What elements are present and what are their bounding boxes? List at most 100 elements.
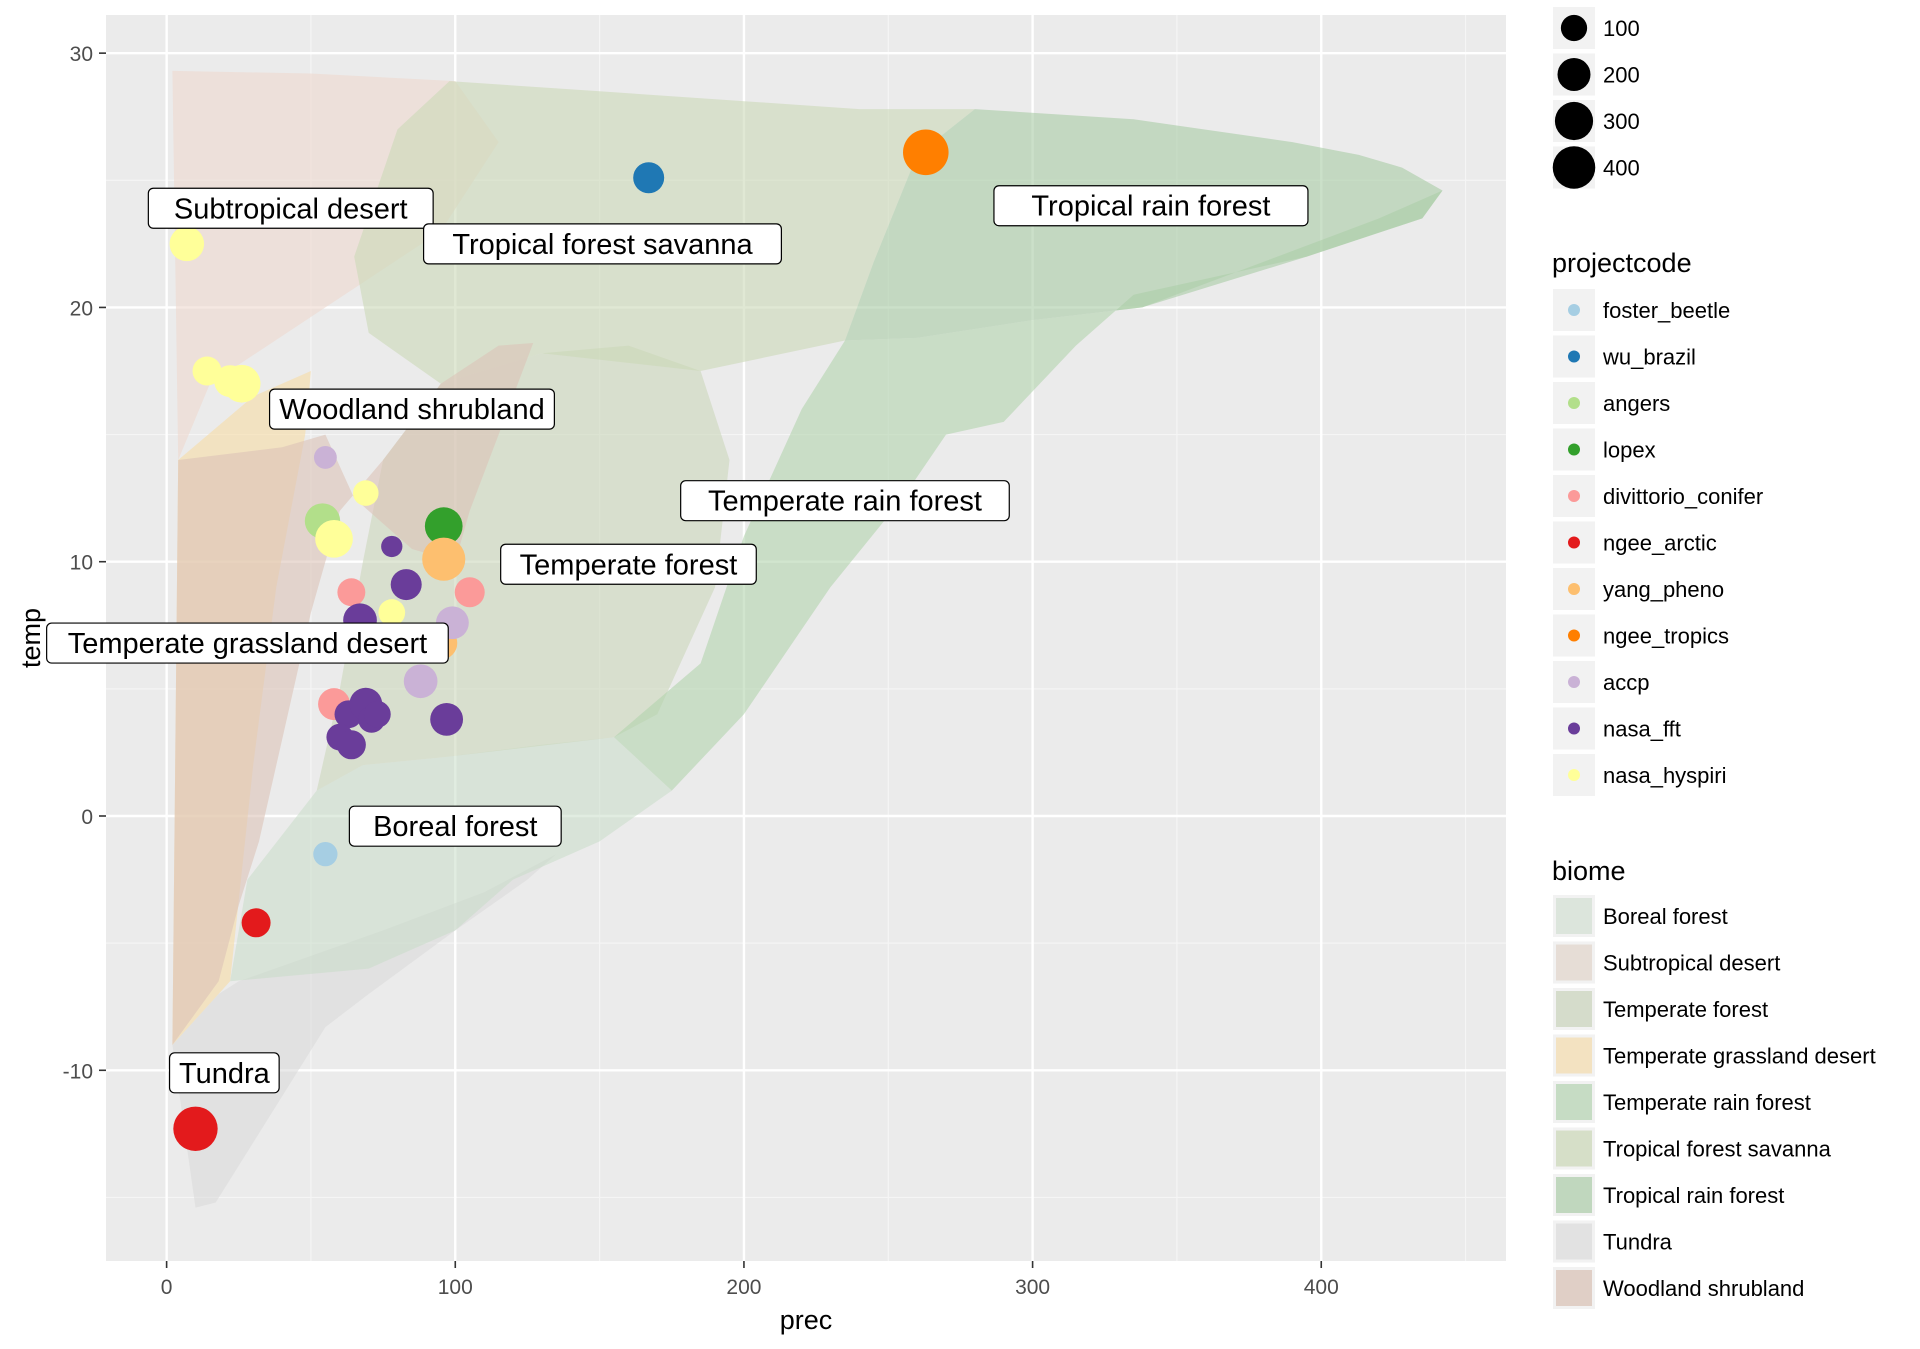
legend-color-dot [1568,443,1580,456]
legend-fill-swatch [1556,1270,1592,1306]
legend-color-dot [1568,490,1580,502]
data-point-ngee_tropics [903,129,949,176]
x-axis-label: prec [780,1305,833,1335]
legend-size-dot [1554,101,1594,141]
legend-size-dot [1552,146,1596,189]
data-point-nasa_fft [430,702,464,736]
legend-size-label: 400 [1603,156,1640,181]
legend-title-biome: biome [1552,856,1626,886]
biome-label: Temperate grassland desert [68,628,427,660]
legend-color-dot [1568,769,1580,781]
legend-projectcode-label: wu_brazil [1602,345,1696,370]
legend-biome-label: Temperate rain forest [1603,1090,1811,1115]
biome-label: Temperate forest [520,549,738,581]
y-tick-label: -10 [63,1060,93,1083]
legend-biome-label: Tropical rain forest [1603,1183,1784,1208]
legend-size-dot [1560,14,1588,42]
legend-color-dot [1568,350,1580,363]
y-tick-label: 10 [70,552,93,575]
biome-label-box [500,543,757,585]
legend-projectcode-label: lopex [1603,438,1656,463]
legend-biome-label: Temperate grassland desert [1603,1044,1876,1069]
legend-color-dot [1568,676,1580,688]
legend-projectcode-label: nasa_hyspiri [1603,763,1727,788]
legend-fill-swatch [1556,1037,1592,1074]
legend-projectcode-label: accp [1603,670,1649,695]
legend-color-dot [1568,629,1580,642]
legend-projectcode-label: divittorio_conifer [1603,484,1763,509]
x-tick-label: 0 [161,1276,173,1299]
legend-biome-label: Subtropical desert [1603,951,1780,976]
y-tick-label: 0 [81,806,93,829]
legend-fill-swatch [1556,1130,1592,1167]
legend-color-dot [1568,304,1580,316]
biome-label-box [268,388,555,430]
biome-label: Woodland shrubland [279,394,545,426]
data-point-accp [403,664,438,699]
data-point-nasa_hyspiri [192,356,222,386]
legend-size-label: 300 [1603,109,1640,134]
legend-color-dot [1568,583,1580,595]
biome-label-box [993,185,1309,227]
legend-fill-swatch [1556,1223,1592,1260]
legend-projectcode-label: foster_beetle [1603,298,1730,323]
biome-label: Tropical forest savanna [452,229,753,261]
data-point-lopex [424,507,463,545]
y-axis-label: temp [16,608,46,668]
y-tick-label: 30 [70,43,93,66]
biome-label: Subtropical desert [174,193,408,225]
legend-fill-swatch [1556,944,1592,981]
legend-fill-swatch [1556,991,1592,1027]
legend-biome-label: Tundra [1603,1230,1673,1255]
biome-label: Tropical rain forest [1031,191,1270,223]
biome-labels: Subtropical desert Tropical forest savann… [46,185,1309,1094]
legend-biome-label: Temperate forest [1603,997,1768,1022]
x-tick-label: 100 [438,1276,473,1299]
x-tick-label: 300 [1015,1276,1050,1299]
data-point-nasa_fft [390,569,422,601]
legend-size-dot [1557,57,1591,92]
biome-label: Boreal forest [373,811,537,843]
biome-region-tundra [172,854,557,1208]
data-point-nasa_hyspiri [353,480,379,506]
legend: 100 200 300 400 projectcode foster_beetle wu_b… [1552,7,1876,1309]
biome-label-box [422,223,782,265]
legend-projectcode-label: angers [1603,391,1670,416]
data-point-wu_brazil [633,162,665,194]
data-point-ngee_arctic [173,1106,218,1151]
biome-label-box [168,1052,280,1094]
data-point-ngee_arctic [241,908,271,938]
x-tick-label: 400 [1304,1276,1339,1299]
data-point-divittorio_conifer [337,578,366,607]
legend-color-dot [1568,397,1580,409]
legend-size-label: 200 [1603,63,1640,88]
y-tick-label: 20 [70,297,93,320]
biome-label: Temperate rain forest [708,486,982,518]
data-point-nasa_hyspiri [378,599,406,626]
biome-label-box [46,622,449,664]
biome-region-boreal-forest [230,737,672,982]
axes: 0 100 200 300 400 -10 0 10 20 30 [63,43,1339,1299]
legend-biome-label: Boreal forest [1603,904,1728,929]
legend-projectcode-label: yang_pheno [1603,577,1724,602]
biome-label: Tundra [179,1058,271,1090]
legend-biome-label: Woodland shrubland [1603,1276,1804,1301]
legend-fill-swatch [1556,1177,1592,1213]
biome-label-box [147,187,434,229]
legend-color-dot [1568,722,1580,735]
data-point-foster_beetle [313,842,338,867]
biome-label-box [348,805,562,847]
biome-label-box [680,480,1010,522]
data-point-nasa_hyspiri [169,226,205,262]
x-tick-label: 200 [726,1276,761,1299]
legend-projectcode-label: ngee_tropics [1603,624,1729,649]
data-point-nasa_fft [363,700,391,728]
legend-title-projectcode: projectcode [1552,248,1692,278]
legend-biome-label: Tropical forest savanna [1603,1137,1832,1162]
data-point-yang_pheno [422,537,466,581]
data-point-nasa_fft [336,730,366,760]
legend-fill-swatch [1556,898,1592,934]
legend-size-label: 100 [1603,16,1640,41]
